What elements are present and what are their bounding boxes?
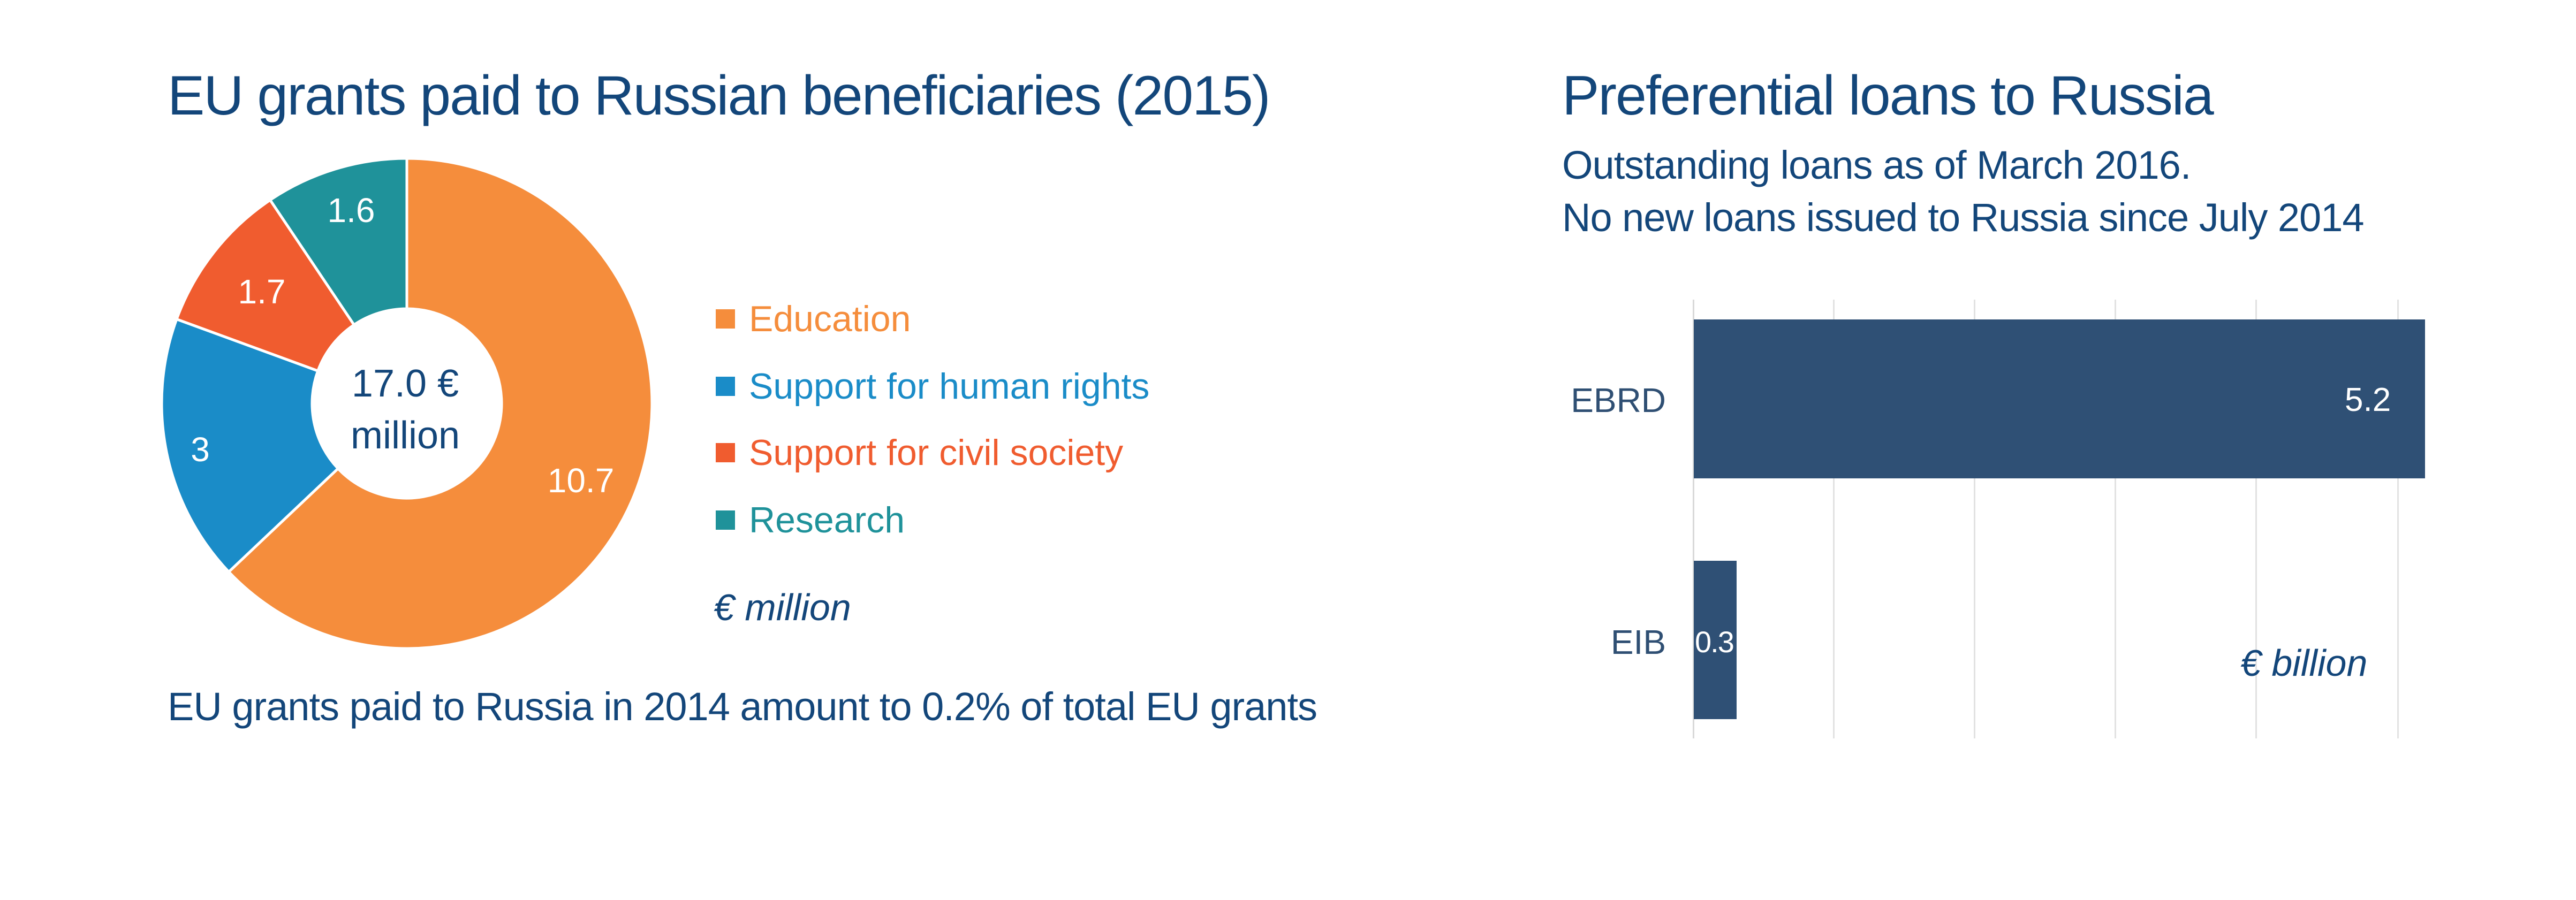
legend-item-human-rights: Support for human rights (716, 368, 1149, 405)
category-label-eib: EIB (1610, 623, 1666, 661)
legend-item-civil-society: Support for civil society (716, 434, 1123, 471)
donut-slice-support-for-civil-society (175, 198, 356, 373)
bar-chart-title: Preferential loans to Russia (1562, 65, 2214, 127)
center-total-unit: million (350, 414, 460, 457)
slice-label-education: 10.7 (547, 461, 615, 500)
bar-value-eib: 0.3 (1695, 625, 1734, 659)
bar-ebrd (1694, 319, 2425, 478)
legend-item-research: Research (716, 502, 905, 538)
bar-value-ebrd: 5.2 (2345, 382, 2391, 418)
center-total-value: 17.0 € (351, 362, 459, 405)
bar-chart-subtitle-line2: No new loans issued to Russia since July… (1562, 195, 2365, 240)
legend-label: Research (749, 500, 905, 540)
legend-swatch-education (716, 309, 735, 329)
donut-unit-label: € million (714, 586, 851, 628)
legend-swatch-human-rights (716, 377, 735, 396)
donut-chart-title: EU grants paid to Russian beneficiaries … (168, 65, 1270, 127)
category-label-ebrd: EBRD (1571, 381, 1666, 420)
gridline-4 (2255, 300, 2257, 738)
donut-slice-support-for-human-rights (160, 317, 340, 574)
legend-item-education: Education (716, 301, 911, 337)
slice-label-civil-society: 1.7 (238, 272, 286, 311)
gridline-2 (1974, 300, 1975, 738)
legend-label: Support for human rights (749, 366, 1150, 407)
bar-chart-subtitle-line1: Outstanding loans as of March 2016. (1562, 143, 2191, 187)
donut-slice-research (268, 157, 408, 327)
legend-label: Education (749, 299, 911, 339)
gridline-0 (1693, 300, 1694, 738)
donut-footnote: EU grants paid to Russia in 2014 amount … (168, 684, 1317, 729)
gridline-3 (2115, 300, 2116, 738)
legend-swatch-civil-society (716, 443, 735, 462)
slice-label-research: 1.6 (327, 191, 375, 230)
bar-eib (1694, 561, 1737, 719)
bar-unit-label: € billion (2240, 642, 2368, 684)
gridline-5 (2397, 300, 2399, 738)
donut-center-total: 17.0 € million (351, 358, 460, 462)
legend-label: Support for civil society (749, 432, 1124, 473)
slice-label-human-rights: 3 (191, 430, 210, 469)
donut-slice-education (226, 157, 654, 650)
legend-swatch-research (716, 510, 735, 530)
gridline-1 (1833, 300, 1835, 738)
